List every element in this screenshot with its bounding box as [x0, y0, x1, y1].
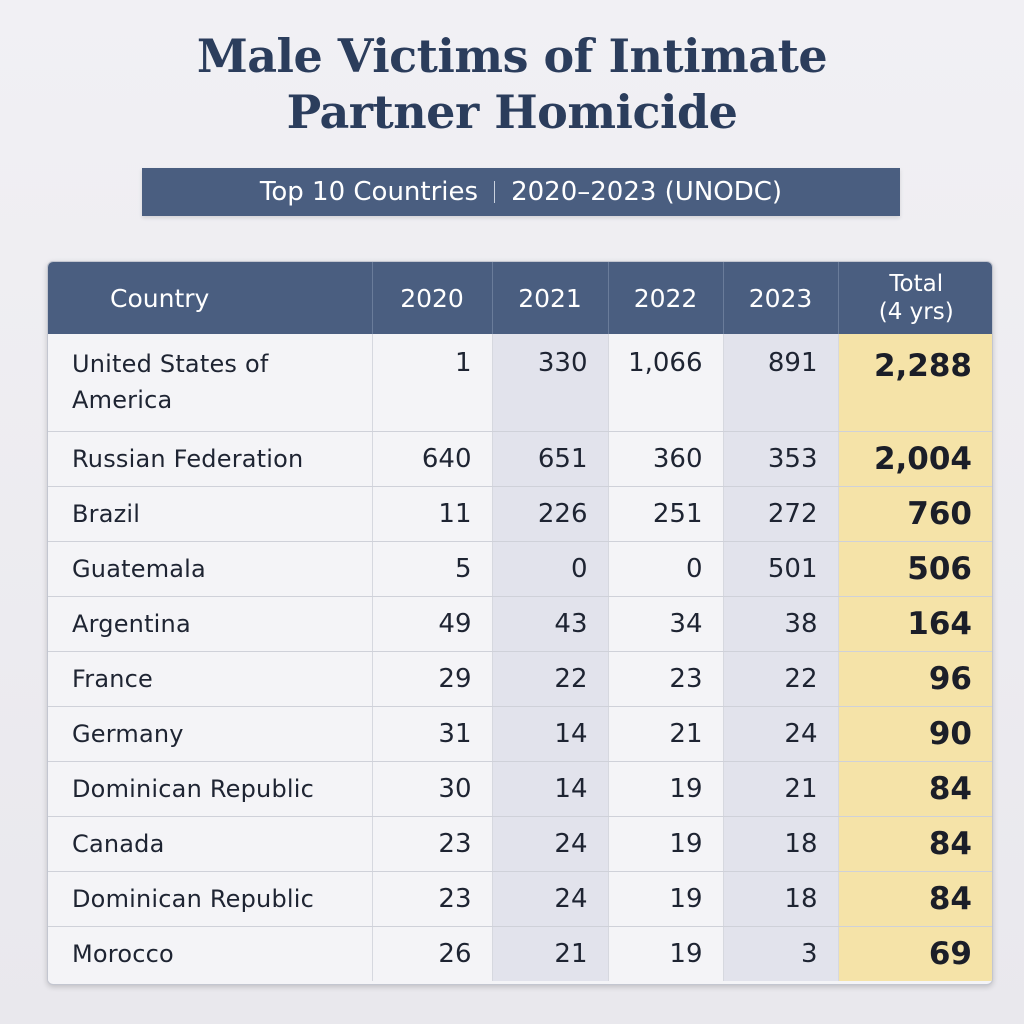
- subtitle-right: 2020–2023 (UNODC): [511, 177, 783, 207]
- value-2020-cell: 26: [372, 926, 493, 981]
- value-2020-cell: 1: [372, 334, 493, 432]
- value-2022-cell: 19: [608, 926, 724, 981]
- country-cell: Dominican Republic: [48, 871, 373, 927]
- total-cell: 96: [838, 651, 992, 707]
- header-country: Country: [48, 262, 373, 334]
- country-cell: France: [48, 651, 373, 707]
- subtitle-left: Top 10 Countries: [259, 177, 479, 207]
- subtitle-divider: [494, 181, 496, 203]
- table-row: Dominican Republic 30 14 19 21 84: [48, 761, 992, 817]
- value-2021-cell: 226: [492, 486, 609, 542]
- value-2021-cell: 21: [492, 926, 609, 981]
- value-2022-cell: 21: [608, 706, 724, 762]
- total-cell: 69: [838, 926, 992, 981]
- table-row: Germany 31 14 21 24 90: [48, 706, 992, 762]
- table-row: United States of America 1 330 1,066 891 2,28…: [48, 334, 992, 432]
- value-2021-cell: 24: [492, 816, 609, 872]
- value-2020-cell: 5: [372, 541, 493, 597]
- value-2021-cell: 22: [492, 651, 609, 707]
- value-2022-cell: 19: [608, 871, 724, 927]
- value-2023-cell: 891: [723, 334, 839, 432]
- header-total-line-1: Total: [889, 271, 944, 297]
- total-cell: 2,004: [838, 431, 992, 487]
- value-2023-cell: 21: [723, 761, 839, 817]
- value-2022-cell: 23: [608, 651, 724, 707]
- country-cell: Argentina: [48, 596, 373, 652]
- table-row: Morocco 26 21 19 3 69: [48, 926, 992, 981]
- data-table-container: Country 2020 2021 2022 2023 Total (4 yrs…: [47, 261, 993, 985]
- value-2021-cell: 330: [492, 334, 609, 432]
- country-cell: Guatemala: [48, 541, 373, 597]
- subtitle-banner: Top 10 Countries 2020–2023 (UNODC): [142, 168, 900, 216]
- total-cell: 2,288: [838, 334, 992, 432]
- value-2023-cell: 24: [723, 706, 839, 762]
- value-2021-cell: 0: [492, 541, 609, 597]
- header-2022: 2022: [608, 262, 724, 334]
- total-cell: 90: [838, 706, 992, 762]
- total-cell: 760: [838, 486, 992, 542]
- value-2020-cell: 11: [372, 486, 493, 542]
- table-row: Russian Federation 640 651 360 353 2,004: [48, 431, 992, 487]
- country-cell: Germany: [48, 706, 373, 762]
- table-row: France 29 22 23 22 96: [48, 651, 992, 707]
- value-2023-cell: 18: [723, 871, 839, 927]
- header-2021: 2021: [492, 262, 609, 334]
- value-2023-cell: 272: [723, 486, 839, 542]
- total-cell: 506: [838, 541, 992, 597]
- table-row: Brazil 11 226 251 272 760: [48, 486, 992, 542]
- value-2022-cell: 0: [608, 541, 724, 597]
- value-2023-cell: 353: [723, 431, 839, 487]
- header-2020: 2020: [372, 262, 493, 334]
- table-row: Canada 23 24 19 18 84: [48, 816, 992, 872]
- header-total: Total (4 yrs): [838, 262, 992, 334]
- header-total-line-2: (4 yrs): [878, 299, 954, 325]
- value-2021-cell: 14: [492, 761, 609, 817]
- value-2021-cell: 651: [492, 431, 609, 487]
- value-2022-cell: 360: [608, 431, 724, 487]
- chart-title: Male Victims of Intimate Partner Homicid…: [0, 28, 1024, 140]
- value-2021-cell: 24: [492, 871, 609, 927]
- value-2022-cell: 19: [608, 761, 724, 817]
- value-2023-cell: 38: [723, 596, 839, 652]
- table-body: United States of America 1 330 1,066 891 2,28…: [48, 334, 992, 981]
- table-header: Country 2020 2021 2022 2023 Total (4 yrs…: [48, 262, 992, 334]
- country-cell: Dominican Republic: [48, 761, 373, 817]
- value-2022-cell: 1,066: [608, 334, 724, 432]
- table-row: Dominican Republic 23 24 19 18 84: [48, 871, 992, 927]
- country-cell: Canada: [48, 816, 373, 872]
- value-2020-cell: 23: [372, 816, 493, 872]
- value-2023-cell: 3: [723, 926, 839, 981]
- value-2020-cell: 30: [372, 761, 493, 817]
- value-2020-cell: 23: [372, 871, 493, 927]
- value-2023-cell: 501: [723, 541, 839, 597]
- value-2021-cell: 14: [492, 706, 609, 762]
- value-2022-cell: 19: [608, 816, 724, 872]
- value-2023-cell: 22: [723, 651, 839, 707]
- data-table: Country 2020 2021 2022 2023 Total (4 yrs…: [48, 262, 992, 981]
- value-2020-cell: 49: [372, 596, 493, 652]
- value-2022-cell: 34: [608, 596, 724, 652]
- total-cell: 84: [838, 871, 992, 927]
- country-cell: Morocco: [48, 926, 373, 981]
- table-row: Guatemala 5 0 0 501 506: [48, 541, 992, 597]
- value-2023-cell: 18: [723, 816, 839, 872]
- value-2020-cell: 29: [372, 651, 493, 707]
- country-cell: Brazil: [48, 486, 373, 542]
- total-cell: 164: [838, 596, 992, 652]
- chart-title-line-2: Partner Homicide: [286, 85, 738, 139]
- header-2023: 2023: [723, 262, 839, 334]
- value-2020-cell: 31: [372, 706, 493, 762]
- value-2022-cell: 251: [608, 486, 724, 542]
- value-2021-cell: 43: [492, 596, 609, 652]
- chart-title-line-1: Male Victims of Intimate: [196, 29, 828, 83]
- value-2020-cell: 640: [372, 431, 493, 487]
- total-cell: 84: [838, 761, 992, 817]
- table-row: Argentina 49 43 34 38 164: [48, 596, 992, 652]
- country-cell: United States of America: [48, 334, 373, 432]
- total-cell: 84: [838, 816, 992, 872]
- country-cell: Russian Federation: [48, 431, 373, 487]
